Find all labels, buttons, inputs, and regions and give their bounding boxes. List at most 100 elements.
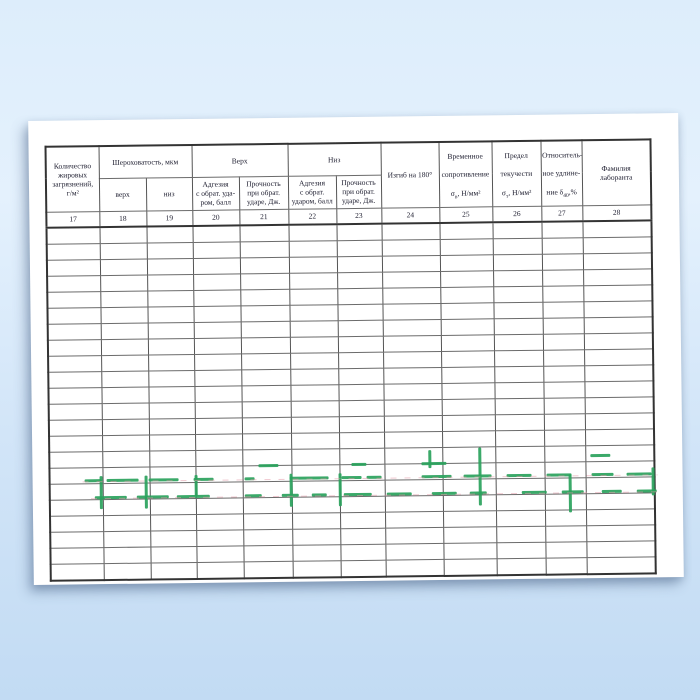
- empty-cell: [543, 381, 585, 399]
- empty-cell: [443, 526, 497, 544]
- empty-cell: [384, 431, 443, 449]
- empty-cell: [101, 403, 149, 420]
- empty-cell: [49, 483, 103, 501]
- empty-cell: [240, 337, 291, 354]
- empty-cell: [545, 541, 587, 559]
- empty-cell: [289, 336, 339, 354]
- empty-cell: [544, 509, 587, 527]
- header-top-group: Верх: [191, 143, 288, 178]
- empty-cell: [292, 512, 341, 530]
- empty-cell: [291, 464, 340, 482]
- header-elongation-line1: Относитель-: [542, 150, 583, 160]
- empty-cell: [102, 451, 150, 468]
- empty-cell: [290, 352, 339, 370]
- empty-cell: [439, 222, 493, 240]
- empty-cell: [243, 561, 293, 579]
- empty-cell: [288, 240, 337, 258]
- empty-cell: [48, 403, 102, 421]
- empty-cell: [494, 398, 544, 415]
- empty-cell: [440, 270, 494, 288]
- empty-cell: [442, 510, 497, 528]
- empty-cell: [382, 319, 441, 337]
- subheader-rough-top: верх: [98, 177, 147, 212]
- empty-cell: [193, 321, 241, 339]
- empty-cell: [148, 370, 195, 388]
- empty-cell: [495, 494, 545, 511]
- empty-cell: [193, 337, 242, 355]
- empty-cell: [542, 285, 584, 303]
- empty-cell: [337, 336, 384, 353]
- header-elongation: Относитель- ное удлине- ние δ40,%: [540, 140, 583, 207]
- empty-cell: [381, 255, 441, 273]
- header-bend: Изгиб на 180°: [380, 141, 440, 209]
- empty-cell: [383, 415, 443, 433]
- empty-cell: [148, 418, 196, 436]
- empty-cell: [102, 435, 150, 452]
- empty-cell: [100, 307, 148, 324]
- empty-cell: [291, 496, 340, 514]
- lab-journal-table: Количество жировых загрязнений, г/м² Шер…: [44, 138, 657, 582]
- empty-cell: [339, 448, 385, 465]
- empty-cell: [196, 545, 244, 563]
- empty-cell: [101, 355, 149, 372]
- empty-cell: [440, 302, 494, 320]
- empty-cell: [196, 561, 244, 579]
- empty-cell: [383, 351, 442, 369]
- empty-cell: [336, 240, 382, 257]
- empty-cell: [100, 291, 148, 308]
- empty-cell: [541, 237, 583, 255]
- empty-cell: [243, 529, 293, 546]
- empty-cell: [192, 225, 240, 243]
- empty-cell: [291, 432, 340, 450]
- empty-cell: [290, 400, 339, 418]
- empty-cell: [542, 269, 584, 287]
- column-number-cell: 20: [192, 209, 240, 226]
- empty-cell: [47, 339, 102, 357]
- empty-cell: [381, 222, 440, 241]
- empty-cell: [193, 305, 241, 323]
- empty-cell: [544, 429, 586, 447]
- empty-cell: [241, 353, 291, 370]
- empty-cell: [493, 334, 544, 351]
- empty-cell: [542, 301, 584, 319]
- empty-cell: [541, 221, 583, 239]
- empty-cell: [101, 371, 149, 388]
- empty-cell: [585, 460, 655, 478]
- empty-cell: [383, 383, 442, 401]
- empty-cell: [384, 447, 443, 465]
- empty-cell: [291, 480, 340, 498]
- column-number-cell: 27: [541, 205, 583, 222]
- empty-cell: [240, 289, 290, 306]
- empty-cell: [101, 387, 149, 404]
- empty-cell: [336, 256, 383, 273]
- empty-cell: [339, 512, 386, 529]
- subheader-adhesion-bottom: Адгезия с обрат. ударом, балл: [287, 175, 337, 210]
- empty-cell: [443, 558, 497, 576]
- empty-cell: [48, 355, 102, 373]
- empty-cell: [194, 401, 242, 419]
- empty-cell: [149, 466, 196, 484]
- empty-cell: [290, 416, 340, 434]
- empty-cell: [495, 430, 545, 447]
- empty-cell: [150, 530, 197, 548]
- empty-cell: [239, 241, 289, 258]
- empty-cell: [239, 224, 289, 242]
- empty-cell: [150, 514, 197, 532]
- empty-cell: [583, 284, 653, 302]
- empty-cell: [339, 432, 385, 449]
- empty-cell: [100, 323, 148, 340]
- empty-cell: [496, 558, 546, 576]
- empty-cell: [290, 368, 339, 386]
- empty-cell: [194, 353, 242, 371]
- header-tensile: Временное сопротивление σв, Н/мм²: [438, 141, 493, 208]
- empty-cell: [100, 339, 149, 356]
- empty-cell: [440, 334, 495, 352]
- empty-cell: [492, 221, 542, 239]
- empty-cell: [544, 445, 586, 463]
- empty-cell: [103, 563, 151, 581]
- empty-cell: [240, 305, 290, 322]
- empty-cell: [443, 542, 497, 560]
- empty-cell: [240, 273, 290, 290]
- empty-cell: [147, 306, 194, 324]
